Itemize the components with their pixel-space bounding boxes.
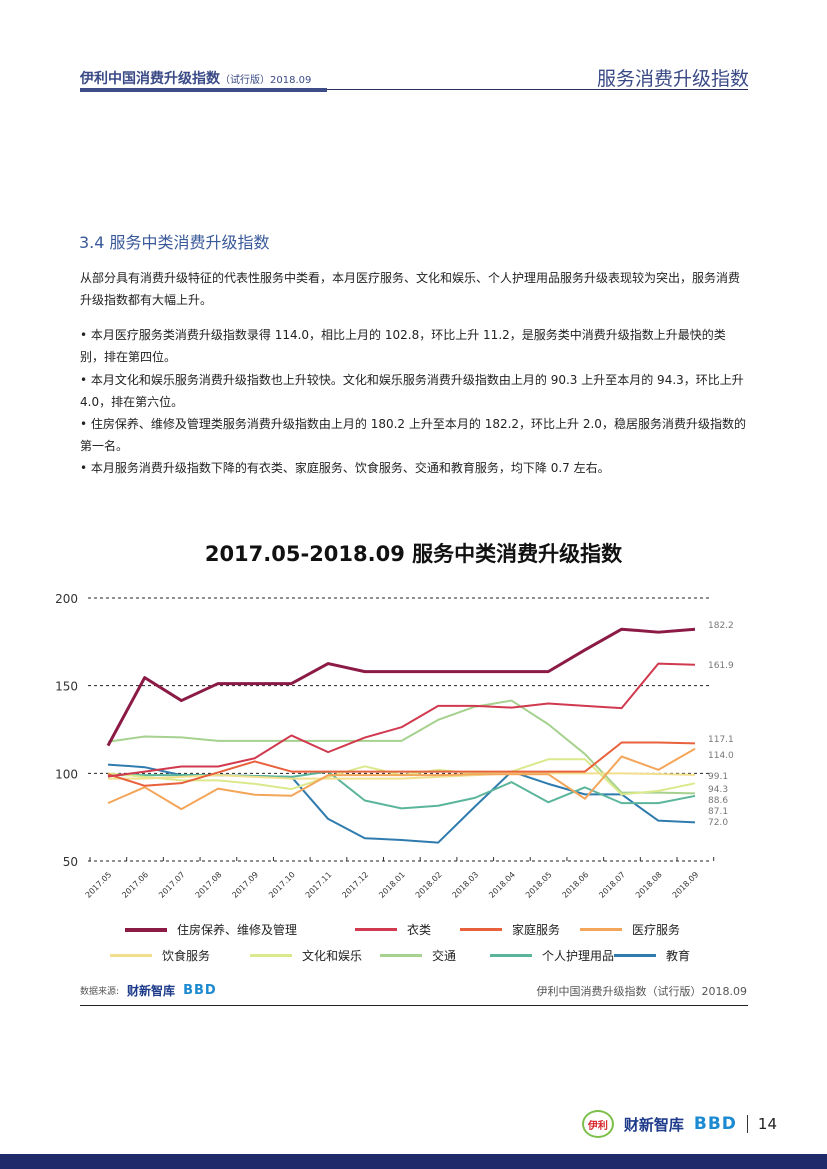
header-accent-bar	[80, 88, 327, 92]
legend-label: 教育	[666, 949, 691, 963]
legend-label: 文化和娱乐	[302, 949, 363, 963]
x-tick-label: 2017.07	[157, 870, 187, 900]
legend-swatch	[355, 928, 397, 931]
end-value-label: 182.2	[708, 621, 734, 631]
legend-item: 衣类	[355, 921, 460, 938]
legend-swatch	[460, 928, 502, 931]
end-value-label: 72.0	[708, 818, 728, 828]
x-tick-label: 2017.12	[340, 870, 370, 900]
source-note: 伊利中国消费升级指数（试行版）2018.09	[536, 985, 748, 998]
legend-swatch	[250, 954, 292, 957]
bullet-4: • 本月服务消费升级指数下降的有衣类、家庭服务、饮食服务、交通和教育服务，均下降…	[80, 461, 610, 475]
caixin-logo: 财新智库	[127, 984, 176, 998]
legend-label: 医疗服务	[632, 923, 681, 937]
legend-label: 饮食服务	[162, 949, 211, 963]
bullet-2: • 本月文化和娱乐服务消费升级指数也上升较快。文化和娱乐服务消费升级指数由上月的…	[80, 373, 744, 409]
y-tick-label: 100	[55, 767, 78, 781]
header-divider	[80, 89, 748, 90]
y-tick-label: 150	[55, 680, 78, 694]
bbd-logo-footer: BBD	[693, 1114, 737, 1134]
legend-swatch	[614, 954, 657, 957]
report-title-text: 伊利中国消费升级指数	[80, 71, 220, 87]
section-heading: 3.4 服务中类消费升级指数	[79, 233, 270, 252]
legend-label: 交通	[432, 949, 457, 963]
footer-logos: 伊利 财新智库 BBD 14	[581, 1110, 777, 1138]
bbd-logo: BBD	[183, 983, 217, 998]
legend-item: 家庭服务	[460, 921, 580, 938]
x-tick-label: 2018.04	[487, 870, 517, 900]
legend-item: 医疗服务	[580, 921, 690, 938]
series-line-家庭服务	[107, 741, 696, 787]
legend-item: 饮食服务	[110, 947, 250, 964]
legend-swatch	[380, 954, 422, 957]
series-line-医疗服务	[107, 747, 696, 811]
legend-label: 家庭服务	[512, 923, 561, 937]
x-tick-label: 2018.07	[597, 870, 627, 900]
bullet-3: • 住房保养、维修及管理类服务消费升级指数由上月的 180.2 上升至本月的 1…	[80, 417, 746, 453]
end-value-label: 94.3	[708, 785, 728, 795]
x-tick-label: 2017.05	[84, 870, 114, 900]
footer-divider	[80, 1005, 748, 1006]
legend-label: 个人护理用品	[542, 949, 615, 963]
x-tick-label: 2018.06	[561, 870, 591, 900]
legend-row-1: 住房保养、维修及管理 衣类 家庭服务 医疗服务	[125, 921, 690, 938]
legend-item: 文化和娱乐	[250, 947, 380, 964]
legend-swatch	[490, 954, 532, 957]
data-source: 数据来源: 财新智库 BBD	[80, 982, 217, 999]
y-tick-label: 200	[55, 592, 78, 606]
bullet-1: • 本月医疗服务类消费升级指数录得 114.0，相比上月的 102.8，环比上升…	[80, 328, 726, 364]
legend-item: 交通	[380, 947, 490, 964]
legend-swatch	[125, 927, 167, 932]
footer-band	[0, 1154, 827, 1169]
report-title: 伊利中国消费升级指数（试行版）2018.09	[80, 68, 311, 88]
chart-title: 2017.05-2018.09 服务中类消费升级指数	[204, 542, 623, 566]
x-tick-label: 2018.01	[377, 870, 407, 900]
end-value-label: 88.6	[708, 796, 728, 806]
x-tick-label: 2018.05	[524, 870, 554, 900]
legend-item: 教育	[614, 947, 724, 964]
legend-label: 衣类	[407, 923, 432, 937]
y-tick-label: 50	[63, 855, 78, 869]
series-line-住房保养、维修及管理	[106, 627, 696, 747]
source-label: 数据来源:	[80, 987, 120, 997]
yili-logo: 伊利	[581, 1110, 614, 1138]
series-line-交通	[107, 699, 696, 795]
intro-paragraph: 从部分具有消费升级特征的代表性服务中类看，本月医疗服务、文化和娱乐、个人护理用品…	[80, 271, 741, 307]
legend-swatch	[110, 954, 152, 957]
report-subtitle: （试行版）2018.09	[220, 75, 312, 86]
x-tick-label: 2018.02	[414, 870, 444, 900]
x-tick-label: 2017.09	[230, 870, 260, 900]
x-tick-label: 2017.11	[304, 870, 334, 900]
end-value-label: 161.9	[708, 661, 734, 671]
legend-label: 住房保养、维修及管理	[177, 923, 298, 937]
caixin-logo-footer: 财新智库	[623, 1115, 684, 1134]
x-tick-label: 2018.03	[451, 870, 481, 900]
legend-row-2: 饮食服务 文化和娱乐 交通 个人护理用品 教育	[110, 947, 724, 964]
x-tick-label: 2017.08	[194, 870, 224, 900]
end-value-label: 99.1	[708, 772, 728, 782]
series-line-衣类	[107, 662, 696, 778]
legend-item: 住房保养、维修及管理	[125, 921, 355, 938]
legend-swatch	[580, 928, 622, 931]
x-tick-label: 2018.08	[634, 870, 664, 900]
x-tick-label: 2018.09	[671, 870, 701, 900]
x-tick-label: 2017.10	[267, 870, 297, 900]
x-tick-label: 2017.06	[120, 870, 150, 900]
end-value-label: 114.0	[708, 751, 734, 761]
end-value-label: 117.1	[708, 735, 734, 745]
end-value-label: 87.1	[708, 807, 728, 817]
page-number: 14	[746, 1115, 777, 1133]
legend-item: 个人护理用品	[490, 947, 614, 964]
section-label: 服务消费升级指数	[596, 68, 749, 90]
